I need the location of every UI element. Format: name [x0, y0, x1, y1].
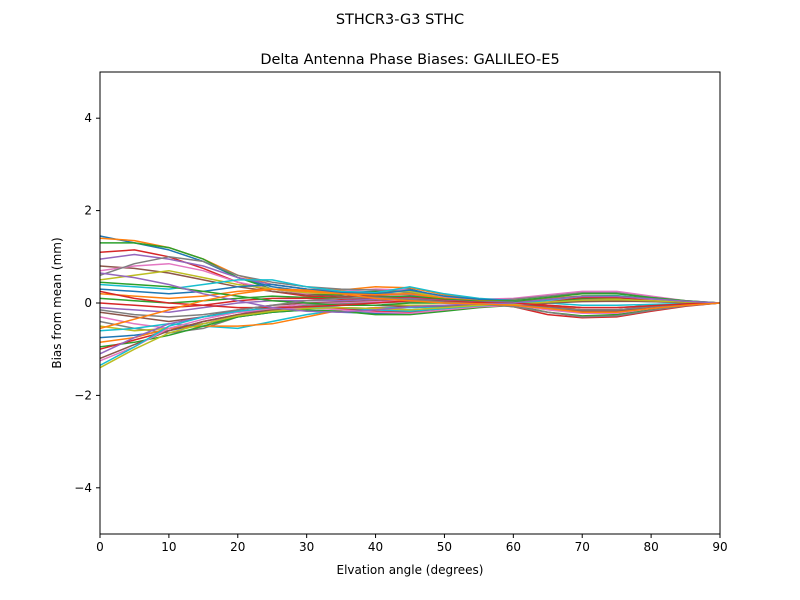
x-axis-label: Elvation angle (degrees) [337, 563, 484, 577]
x-axis-ticks: 0 10 20 30 40 50 60 70 80 90 [96, 534, 728, 554]
y-tick-label: 0 [84, 296, 92, 310]
series-line-32 [99, 296, 721, 318]
series-line-18 [99, 300, 721, 334]
y-tick-label: 4 [84, 111, 92, 125]
y-tick-label: −4 [74, 481, 92, 495]
x-tick-label: 0 [96, 540, 104, 554]
x-tick-label: 60 [506, 540, 521, 554]
x-tick-label: 10 [161, 540, 176, 554]
y-tick-label: −2 [74, 388, 92, 402]
series-line-34 [99, 288, 721, 330]
series-line-8 [99, 256, 721, 304]
series-lines [99, 235, 721, 369]
y-tick-label: 2 [84, 204, 92, 218]
x-tick-label: 30 [299, 540, 314, 554]
y-axis-ticks: −4 −2 0 2 4 [74, 111, 100, 495]
x-tick-label: 40 [368, 540, 383, 554]
series-line-10 [99, 279, 721, 307]
figure-suptitle: STHCR3-G3 STHC [336, 12, 464, 28]
x-tick-label: 70 [575, 540, 590, 554]
x-tick-label: 50 [437, 540, 452, 554]
series-line-33 [99, 272, 721, 313]
x-tick-label: 80 [643, 540, 658, 554]
chart-title: Delta Antenna Phase Biases: GALILEO-E5 [260, 52, 559, 68]
y-axis-label: Bias from mean (mm) [50, 237, 64, 368]
series-line-29 [99, 299, 721, 369]
x-tick-label: 90 [712, 540, 727, 554]
x-tick-label: 20 [230, 540, 245, 554]
